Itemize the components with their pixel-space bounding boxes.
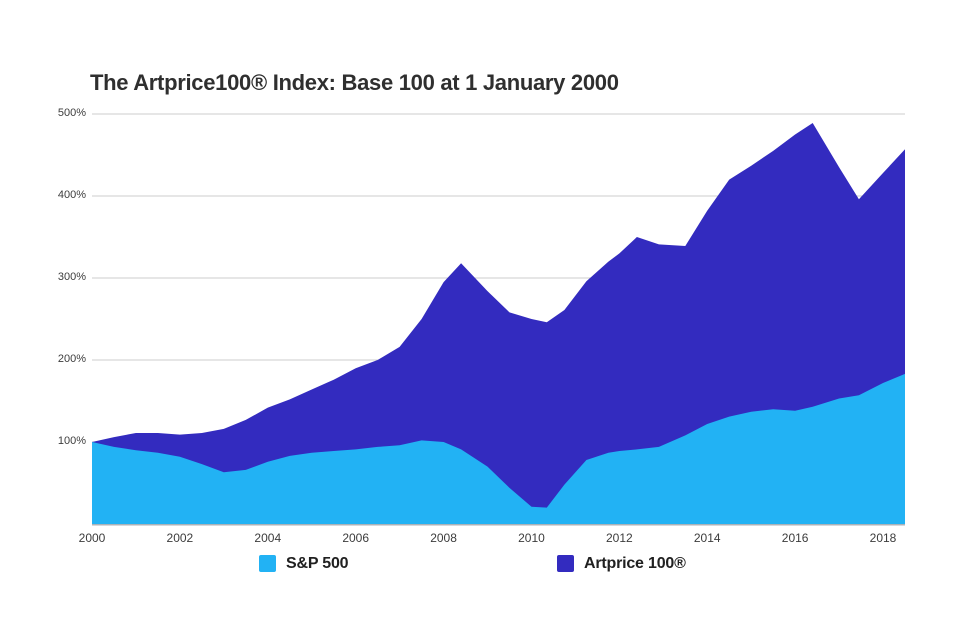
legend-label-artprice100: Artprice 100® — [584, 555, 686, 572]
artprice100-area — [92, 123, 905, 524]
y-axis-tick-label: 500% — [57, 107, 86, 119]
legend-label-sp500: S&P 500 — [286, 555, 349, 572]
x-axis-tick-label: 2018 — [869, 531, 897, 545]
x-axis-tick-label: 2014 — [693, 531, 721, 545]
y-axis-tick-label: 400% — [57, 189, 86, 201]
y-axis-tick-label: 300% — [57, 271, 86, 283]
y-axis-tick-label: 200% — [57, 353, 86, 365]
x-axis-tick-label: 2012 — [605, 531, 633, 545]
legend: S&P 500 Artprice 100® — [0, 554, 975, 578]
sp500-area — [92, 373, 905, 524]
x-axis-tick-label: 2004 — [254, 531, 282, 545]
x-axis-tick-label: 2008 — [430, 531, 457, 545]
x-axis-tick-label: 2002 — [166, 531, 194, 545]
x-axis-tick-label: 2000 — [78, 531, 106, 545]
sp500-swatch-icon — [259, 555, 276, 572]
chart-title: The Artprice100® Index: Base 100 at 1 Ja… — [90, 70, 619, 95]
x-axis-tick-label: 2010 — [518, 531, 545, 545]
artprice100-swatch-icon — [557, 555, 574, 572]
y-axis-tick-label: 100% — [57, 435, 86, 447]
x-axis-tick-label: 2016 — [781, 531, 809, 545]
x-axis-tick-label: 2006 — [342, 531, 370, 545]
